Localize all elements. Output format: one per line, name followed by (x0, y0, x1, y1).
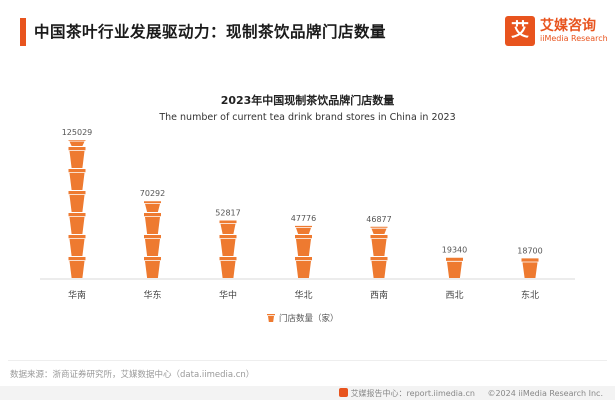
tea-cup-icon (219, 257, 237, 278)
bar-东北[interactable] (521, 258, 539, 278)
tea-cup-icon (144, 235, 161, 256)
tea-cup-icon (370, 257, 388, 278)
chart-title: 2023年中国现制茶饮品牌门店数量 (220, 94, 395, 107)
tea-cup-partial-icon (446, 257, 463, 278)
data-label: 125029 (62, 128, 93, 137)
brand-logo[interactable]: 艾 艾媒咨询 iiMedia Research (505, 14, 609, 48)
tea-cup-icon (68, 169, 86, 190)
tea-cup-icon (295, 257, 312, 278)
x-tick-label: 西南 (370, 289, 388, 301)
report-center-link[interactable]: 艾媒报告中心：report.iimedia.cn (350, 389, 475, 398)
x-tick-label: 东北 (521, 289, 539, 301)
x-tick-label: 华南 (68, 289, 86, 301)
tea-cup-partial-icon (144, 201, 161, 212)
page-title: 中国茶叶行业发展驱动力：现制茶饮品牌门店数量 (34, 23, 387, 41)
tea-cup-icon (144, 213, 161, 234)
tea-cup-icon (219, 235, 237, 256)
footer-text: 艾媒报告中心：report.iimedia.cn ©2024 iiMedia R… (329, 388, 603, 399)
tea-cup-icon (370, 235, 388, 256)
tea-cup-icon (68, 235, 86, 256)
tea-cup-partial-icon (68, 140, 86, 146)
logo-mark-icon: 艾 (505, 16, 535, 46)
footer-divider (8, 360, 607, 361)
data-label: 47776 (291, 214, 316, 223)
bar-西北[interactable] (446, 257, 463, 278)
data-source: 数据来源：浙商证券研究所，艾媒数据中心（data.iimedia.cn） (10, 370, 255, 380)
x-tick-label: 华北 (294, 289, 312, 301)
bar-华中[interactable] (219, 220, 237, 278)
bar-华北[interactable] (295, 225, 312, 278)
data-label: 18700 (517, 246, 542, 255)
tea-cup-icon (68, 213, 86, 234)
tea-cup-icon (68, 191, 86, 212)
tea-cup-partial-icon (219, 220, 237, 234)
title-accent-bar (20, 18, 26, 46)
legend-label: 门店数量（家） (279, 313, 339, 324)
data-label: 46877 (366, 215, 391, 224)
logo-name-cn: 艾媒咨询 (540, 18, 596, 34)
bar-华东[interactable] (144, 201, 161, 278)
tea-cup-partial-icon (370, 226, 388, 234)
legend[interactable]: 门店数量（家） (267, 313, 339, 324)
report-center-icon (338, 388, 348, 397)
tea-cup-icon (68, 257, 86, 278)
tea-cup-partial-icon (295, 225, 312, 234)
data-label: 19340 (442, 246, 467, 255)
bar-华南[interactable] (68, 140, 86, 278)
footer-bar (0, 386, 615, 400)
bar-西南[interactable] (370, 226, 388, 278)
legend-cup-icon (267, 314, 275, 322)
copyright: ©2024 iiMedia Research Inc. (487, 389, 603, 398)
tea-cup-icon (144, 257, 161, 278)
x-tick-label: 西北 (445, 290, 463, 301)
x-tick-label: 华中 (219, 289, 237, 301)
data-label: 52817 (215, 209, 240, 218)
x-tick-label: 华东 (143, 289, 161, 301)
tea-cup-partial-icon (521, 258, 539, 278)
tea-cup-icon (295, 235, 312, 256)
logo-name-en: iiMedia Research (540, 34, 608, 43)
tea-cup-icon (68, 147, 86, 168)
data-label: 70292 (140, 189, 165, 198)
chart-subtitle: The number of current tea drink brand st… (159, 112, 456, 123)
